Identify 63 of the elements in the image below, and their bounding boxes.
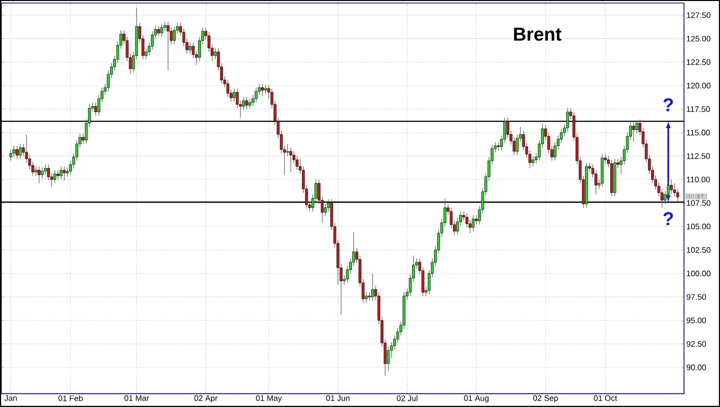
candlestick	[16, 145, 18, 160]
x-tick-label: Jan	[4, 395, 17, 401]
x-tick-label: 02 Apr	[194, 395, 218, 403]
candlestick	[60, 166, 63, 180]
candlestick	[53, 170, 56, 184]
x-tick-label: 01 Feb	[58, 395, 83, 402]
y-tick-label: 95.00	[686, 318, 706, 324]
y-tick-label: 90.00	[686, 364, 706, 370]
x-tick-label: 02 Sep	[533, 395, 558, 403]
y-tick-label: 122.50	[686, 59, 710, 65]
y-tick-label: 97.50	[686, 294, 706, 300]
y-tick-label: 117.50	[686, 106, 710, 112]
candlestick	[38, 166, 40, 184]
candlestick	[157, 25, 160, 38]
candlestick	[12, 145, 16, 158]
y-tick-label: 92.50	[686, 341, 706, 347]
candlestick	[44, 164, 47, 176]
candlestick	[670, 179, 673, 194]
candlestick	[371, 273, 374, 301]
candlestick	[34, 166, 38, 176]
candlestick	[160, 23, 164, 38]
candlestick	[245, 96, 248, 110]
x-tick-label: 01 Mar	[124, 395, 149, 401]
candlestick	[673, 183, 676, 197]
y-tick-label: 105.00	[686, 224, 710, 230]
y-tick-label: 112.50	[686, 153, 710, 159]
candlestick	[94, 102, 98, 116]
candlestick	[40, 167, 44, 179]
candlestick	[166, 21, 170, 71]
candlestick	[248, 98, 252, 110]
candlestick	[188, 42, 192, 54]
candlestick	[254, 87, 258, 103]
candlestick	[172, 26, 176, 45]
candlestick	[261, 83, 264, 96]
candlestick	[472, 214, 475, 232]
candlestick	[386, 346, 390, 372]
candlestick	[232, 88, 236, 102]
candlestick	[286, 144, 290, 156]
annotation: ?	[663, 212, 673, 226]
x-tick-label: 01 May	[256, 395, 282, 403]
candlestick	[264, 84, 267, 94]
candlestick	[18, 144, 22, 160]
x-tick-label: 01 Jun	[326, 395, 350, 401]
y-tick-label: 102.50	[686, 247, 710, 253]
y-tick-label: 100.00	[686, 270, 710, 276]
annotation: ?	[663, 98, 673, 112]
candlestick	[9, 149, 12, 162]
y-tick-label: 110.00	[686, 176, 710, 182]
candlestick	[62, 166, 66, 181]
x-tick-label: 02 Jul	[396, 395, 418, 402]
x-tick-label: 01 Aug	[464, 395, 489, 403]
x-tick-label: 01 Oct	[594, 395, 618, 401]
candlestick	[226, 80, 230, 98]
candlestick	[289, 147, 292, 172]
candlestick	[296, 156, 298, 170]
candlestick	[532, 156, 534, 167]
y-tick-label: 120.00	[686, 82, 710, 88]
candlestick	[56, 170, 60, 180]
y-tick-label: 115.00	[686, 130, 710, 136]
y-tick-label: 125.00	[686, 36, 710, 42]
y-tick-label: 107.50	[686, 200, 710, 206]
text: Brent	[514, 28, 562, 41]
y-tick-label: 127.50	[686, 12, 710, 18]
